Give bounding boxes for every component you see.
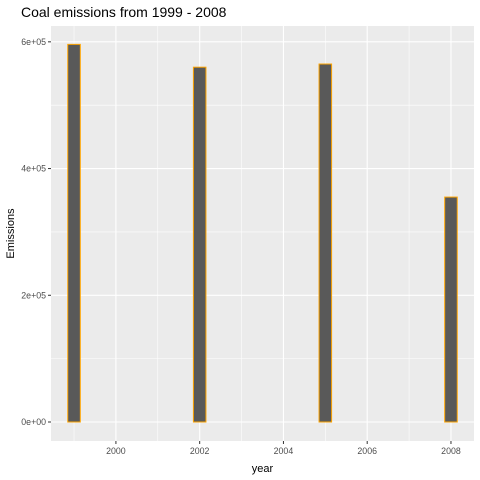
y-tick-label: 6e+05 (21, 37, 46, 47)
x-tick-label: 2004 (274, 446, 294, 456)
bar-1999 (67, 43, 81, 423)
x-axis: 2000 2002 2004 2006 2008 (106, 441, 461, 456)
chart-title: Coal emissions from 1999 - 2008 (21, 4, 227, 20)
x-axis-title: year (252, 463, 274, 475)
y-tick-label: 0e+00 (21, 417, 46, 427)
x-tick-label: 2002 (190, 446, 210, 456)
y-axis-title: Emissions (5, 208, 17, 259)
x-tick-label: 2008 (441, 446, 461, 456)
x-tick-label: 2000 (106, 446, 126, 456)
bar-2005 (318, 63, 333, 423)
bars (67, 43, 458, 423)
x-tick-label: 2006 (357, 446, 377, 456)
plot-panel (51, 26, 474, 441)
y-axis: 0e+00 2e+05 4e+05 6e+05 (21, 37, 51, 427)
bar-2008 (444, 196, 458, 423)
y-tick-label: 4e+05 (21, 164, 46, 174)
bar-2002 (192, 66, 207, 423)
y-tick-label: 2e+05 (21, 290, 46, 300)
